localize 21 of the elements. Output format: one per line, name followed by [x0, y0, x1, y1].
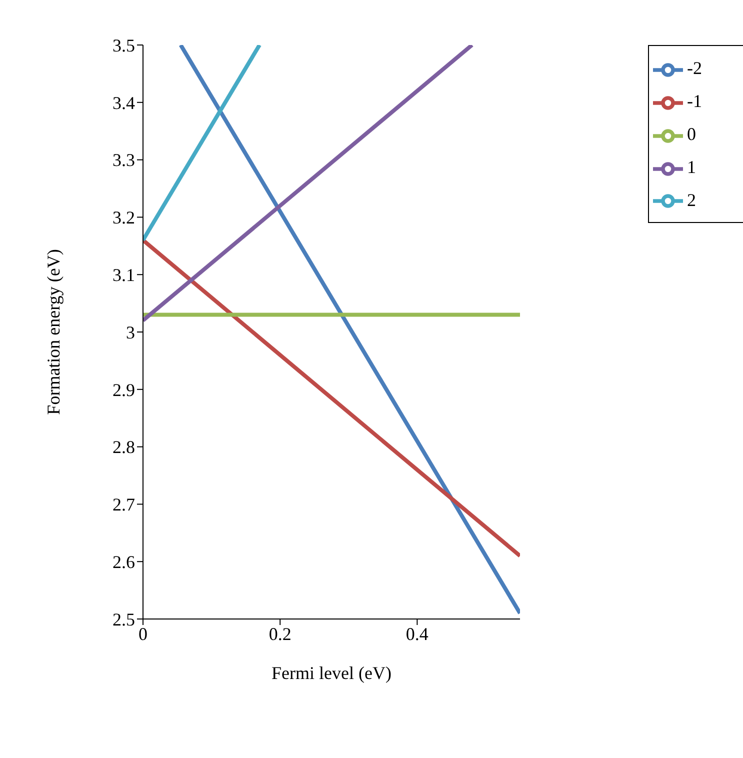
- y-tick-label: 2.6: [112, 552, 135, 572]
- y-tick-label: 3.2: [112, 208, 135, 228]
- y-tick-label: 2.7: [112, 494, 135, 515]
- y-tick-label: 3.3: [112, 150, 135, 170]
- y-axis-title: Formation energy (eV): [43, 249, 64, 415]
- y-tick-label: 3: [126, 322, 135, 342]
- legend-label: 1: [687, 156, 696, 177]
- y-tick-label: 2.9: [112, 380, 135, 400]
- y-tick-label: 3.5: [112, 35, 135, 56]
- legend-label: 2: [687, 190, 696, 210]
- y-tick-label: 3.4: [112, 92, 135, 113]
- y-tick-label: 3.1: [112, 264, 135, 285]
- x-tick-label: 0: [138, 624, 148, 644]
- x-axis-title: Fermi level (eV): [272, 663, 392, 683]
- legend-label: -1: [687, 90, 702, 111]
- x-tick-label: 0.4: [406, 624, 428, 644]
- legend-label: 0: [687, 124, 696, 144]
- x-tick-label: 0.2: [268, 624, 292, 644]
- y-tick-label: 2.5: [112, 609, 135, 630]
- y-tick-label: 2.8: [112, 437, 135, 458]
- legend-label: -2: [687, 58, 702, 78]
